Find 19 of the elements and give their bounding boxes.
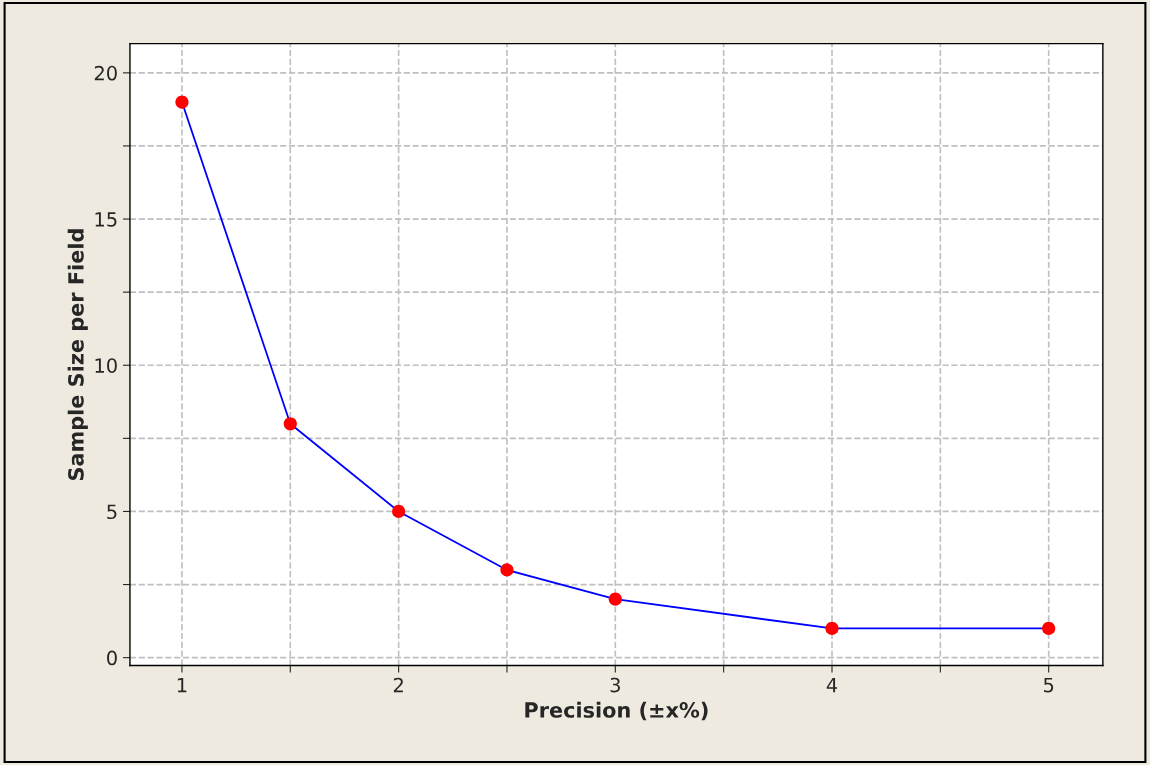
x-axis-title: Precision (±x%) [525,701,708,721]
x-tick-label: 3 [610,677,620,693]
point [283,417,297,431]
y-tick-label: 0 [107,650,117,666]
x-tick-label: 1 [177,677,187,693]
x-tick-label: 2 [393,677,403,693]
y-axis-title: Sample Size per Field [67,229,88,481]
point [608,592,622,606]
point [392,504,406,519]
point [175,95,189,109]
y-tick-label: 5 [107,504,117,520]
x-tick-label: 5 [1043,677,1054,693]
y-tick-label: 20 [94,65,117,81]
point [500,563,514,577]
point [825,621,839,635]
y-tick-label: 10 [95,358,117,373]
y-tick-label: 15 [95,212,117,227]
x-tick-label: 4 [826,677,838,693]
point [1042,621,1056,635]
